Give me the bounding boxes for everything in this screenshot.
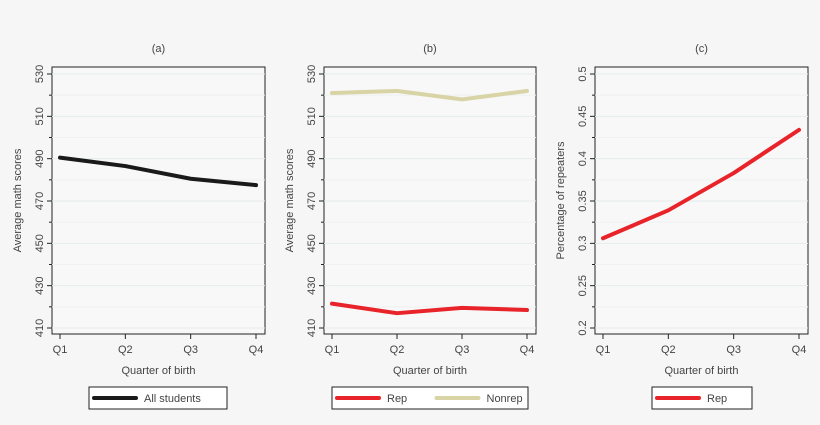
legend-label: All students [144,393,201,405]
y-tick-label: 470 [34,192,46,210]
y-tick-label: 510 [306,107,318,125]
y-axis-label: Average math scores [284,148,296,252]
panel-a: (a) 410 430 450 470 490 510 530 Average math sco… [12,43,266,410]
x-tick-label: Q2 [118,344,133,356]
legend-label: Nonrep [487,393,523,405]
x-tick-label: Q3 [183,344,198,356]
series-line-nonrep [330,88,529,102]
series-line-all-students [58,155,258,188]
y-tick-label: 530 [306,65,318,83]
x-tick-label: Q3 [726,344,741,356]
y-tick-label: 450 [34,234,46,252]
legend: All students [88,386,228,410]
x-tick-label: Q1 [53,344,68,356]
y-tick-label: 0.5 [577,66,589,81]
legend-box [88,386,228,410]
legend-box [331,386,529,410]
legend-label: Rep [387,393,407,405]
panel-c: (c) 0.2 0.25 0.3 0.35 0.4 0.45 0.5 Percentage of… [555,43,809,410]
x-tick-label: Q4 [520,344,535,356]
x-tick-label: Q2 [390,344,405,356]
y-tick-label: 490 [306,149,318,167]
y-tick-label: 0.2 [577,320,589,335]
x-tick-label: Q4 [249,344,264,356]
y-tick-label: 0.35 [577,190,589,211]
panel-title: (b) [423,43,436,55]
y-tick-label: 470 [306,192,318,210]
y-axis-label: Average math scores [12,148,24,252]
y-tick-label: 410 [306,319,318,337]
x-tick-label: Q1 [325,344,340,356]
x-axis-label: Quarter of birth [393,365,467,377]
y-tick-label: 0.4 [577,151,589,166]
y-tick-label: 510 [34,107,46,125]
panel-b: (b) 410 430 450 470 490 510 530 Average math sco… [284,43,537,410]
panel-title: (c) [695,43,708,55]
y-tick-label: 490 [34,149,46,167]
y-tick-label: 530 [34,65,46,83]
series-line-rep [330,301,529,316]
y-tick-label: 430 [306,276,318,294]
x-axis-label: Quarter of birth [665,365,739,377]
y-tick-label: 0.45 [577,106,589,127]
panel-title: (a) [152,43,165,55]
x-tick-label: Q3 [455,344,470,356]
x-tick-label: Q4 [792,344,807,356]
x-axis-label: Quarter of birth [122,365,196,377]
legend-label: Rep [707,393,727,405]
y-tick-label: 0.25 [577,275,589,296]
legend: Rep Nonrep [331,386,529,410]
y-tick-label: 0.3 [577,236,589,251]
x-tick-label: Q1 [596,344,611,356]
y-tick-label: 450 [306,234,318,252]
y-tick-label: 410 [34,319,46,337]
y-axis-label: Percentage of repeaters [555,141,567,260]
legend-box [651,386,753,410]
x-tick-label: Q2 [661,344,676,356]
legend: Rep [651,386,753,410]
y-tick-label: 430 [34,276,46,294]
series-line-rep [601,127,801,241]
